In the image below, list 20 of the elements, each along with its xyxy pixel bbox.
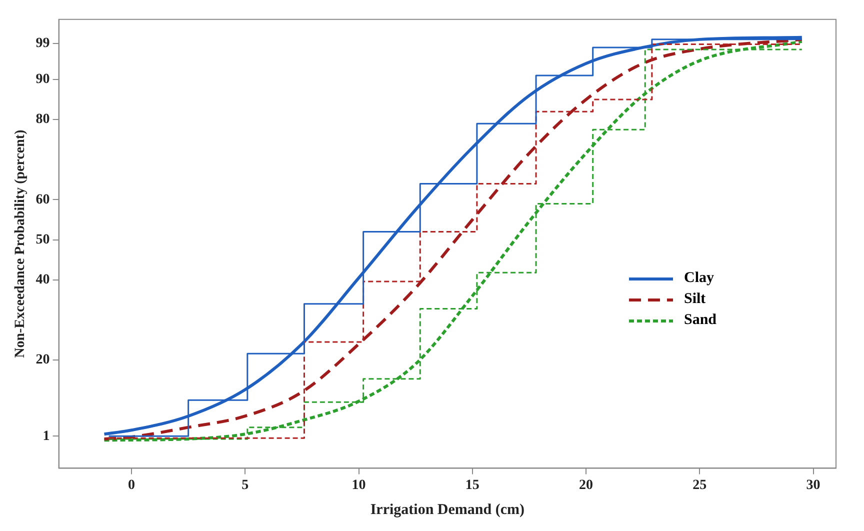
x-tick-label: 20: [579, 478, 594, 494]
y-tick-label: 50: [36, 232, 50, 248]
x-tick-label: 30: [806, 478, 820, 494]
x-tick-label: 15: [465, 478, 480, 494]
x-axis-title: Irrigation Demand (cm): [370, 502, 524, 518]
y-tick-label: 90: [36, 72, 50, 88]
y-tick-label: 99: [36, 36, 50, 52]
y-tick-label: 1: [42, 428, 50, 444]
y-tick-label: 60: [36, 192, 50, 208]
y-tick-label: 80: [36, 112, 50, 128]
x-tick-label: 10: [352, 478, 366, 494]
y-axis-title: Non-Exceedance Probability (percent): [13, 129, 28, 358]
x-tick-label: 0: [128, 478, 136, 494]
x-tick-label: 5: [242, 478, 249, 494]
legend-label: Clay: [684, 270, 714, 287]
y-tick-label: 20: [36, 352, 50, 368]
legend-label: Sand: [684, 312, 717, 329]
y-tick-label: 40: [36, 272, 50, 288]
x-tick-label: 25: [692, 478, 707, 494]
legend-label: Silt: [684, 291, 706, 308]
